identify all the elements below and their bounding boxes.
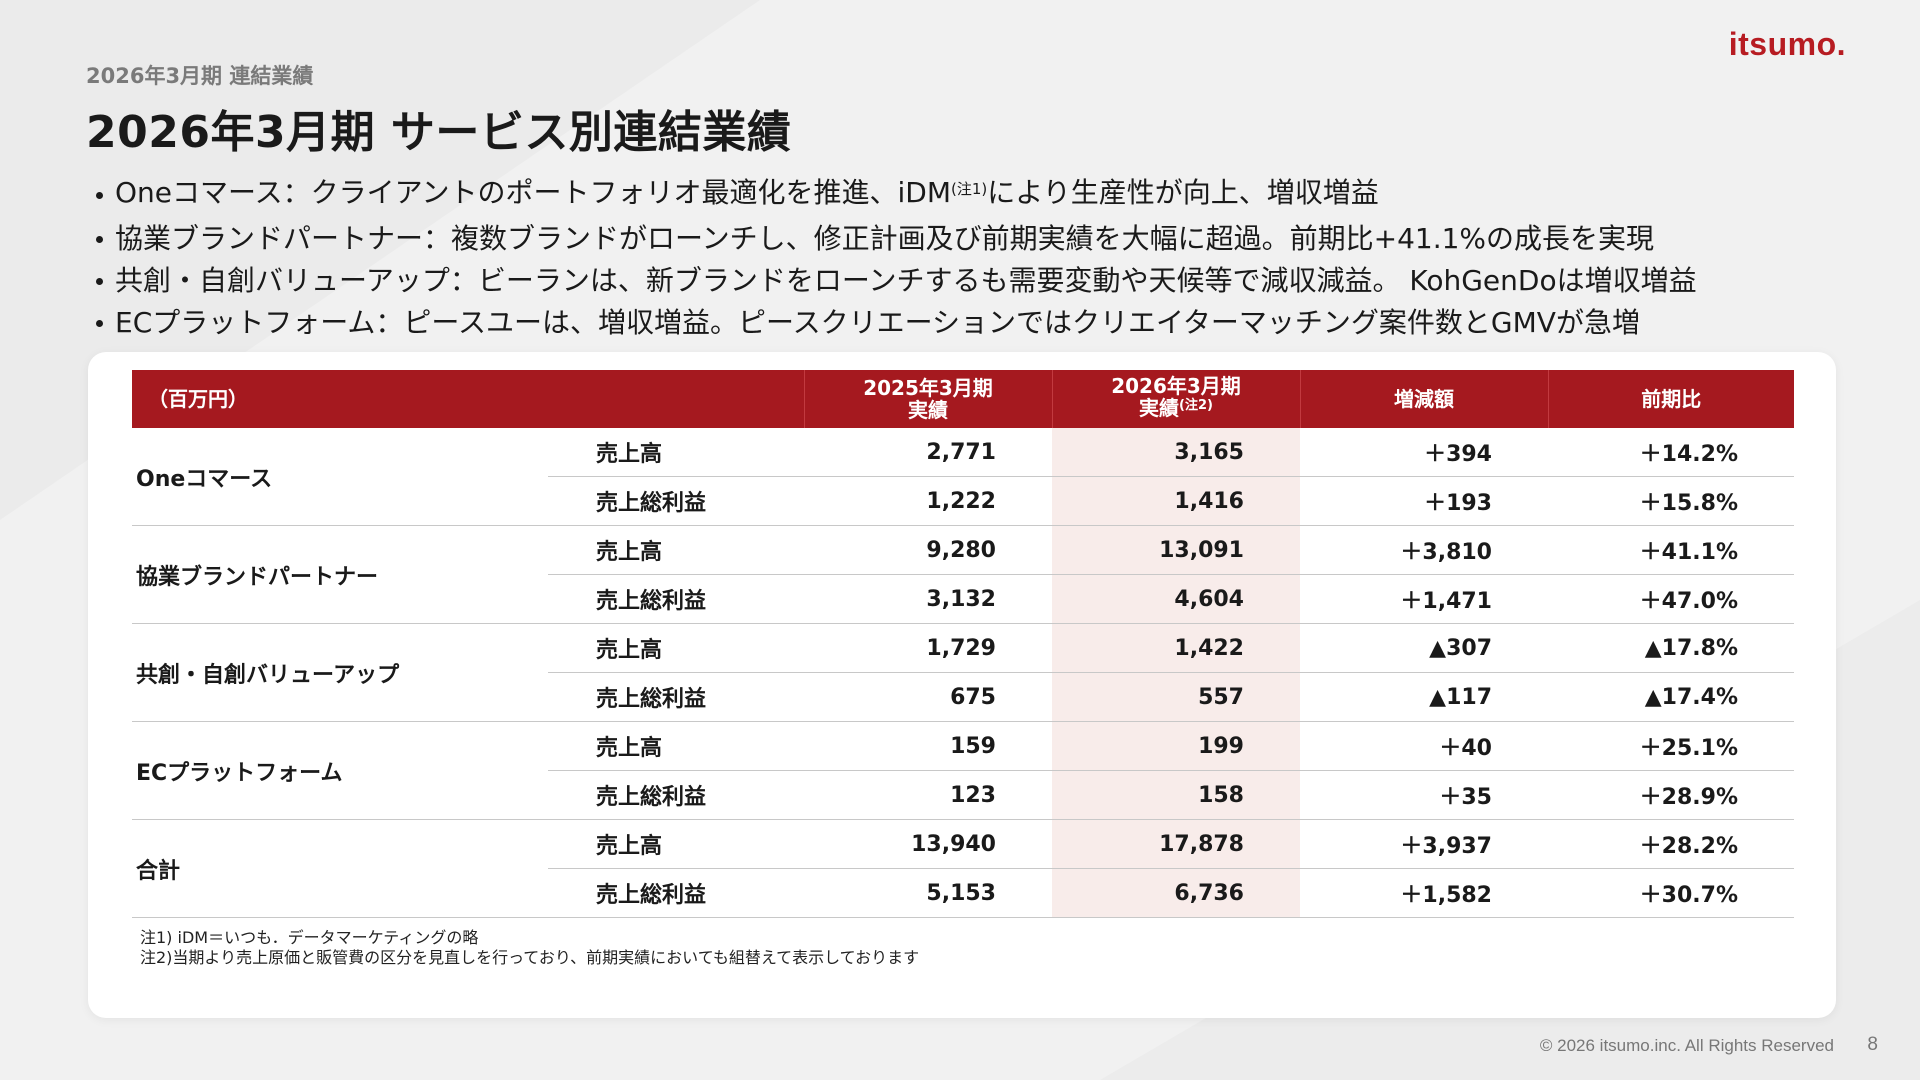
metric-label: 売上高 [548,623,804,673]
results-card: （百万円） 2025年3月期 実績 2026年3月期 実績(注2) 増減額 前期比 … [88,352,1836,1018]
segment-name: 共創・自創バリューアップ [132,623,548,722]
table-header-row: （百万円） 2025年3月期 実績 2026年3月期 実績(注2) 増減額 前期比 [132,370,1794,428]
bullet-text: Oneコマース：クライアントのポートフォリオ最適化を推進、iDM(注1)により生… [115,176,1379,209]
page-number: 8 [1867,1034,1878,1055]
yoy-value: ＋28.2% [1548,819,1794,869]
yoy-value: ▲17.4% [1548,672,1794,722]
unit-header: （百万円） [132,370,805,428]
bullet-dot-icon [96,235,103,243]
metric-label: 売上総利益 [548,574,804,624]
segment-name: 合計 [132,819,548,918]
table-row: Oneコマース 売上高 2,771 3,165 ＋394 ＋14.2% [132,428,1794,526]
table-row: 売上総利益 123 158 ＋35 ＋28.9% [132,770,1794,820]
bullet-item: Oneコマース：クライアントのポートフォリオ最適化を推進、iDM(注1)により生… [96,172,1697,218]
prev-value: 13,940 [804,819,1052,869]
prev-value: 123 [804,770,1052,820]
curr-value: 6,736 [1052,868,1300,918]
footnote-2: 注2)当期より売上原価と販管費の区分を見直しを行っており、前期実績においても組替… [140,948,920,967]
table-row: ECプラットフォーム 売上高 159 199 ＋40 ＋25.1% [132,721,1794,820]
prev-value: 5,153 [804,868,1052,918]
yoy-value: ＋30.7% [1548,868,1794,918]
metric-label: 売上総利益 [548,868,804,918]
curr-value: 1,416 [1052,476,1300,526]
yoy-value: ＋25.1% [1548,721,1794,771]
prev-year-header: 2025年3月期 実績 [804,370,1053,428]
yoy-value: ＋15.8% [1548,476,1794,526]
table-row: 売上総利益 1,222 1,416 ＋193 ＋15.8% [132,476,1794,526]
prev-value: 675 [804,672,1052,722]
yoy-value: ＋28.9% [1548,770,1794,820]
metric-label: 売上総利益 [548,476,804,526]
table-row: 協業ブランドパートナー 売上高 9,280 13,091 ＋3,810 ＋41.1% [132,525,1794,624]
curr-value: 4,604 [1052,574,1300,624]
diff-value: ＋35 [1300,770,1548,820]
segment-results-table: （百万円） 2025年3月期 実績 2026年3月期 実績(注2) 増減額 前期比 … [132,370,1794,918]
prev-value: 2,771 [804,428,1052,477]
segment-name: ECプラットフォーム [132,721,548,820]
table-row: 売上総利益 675 557 ▲117 ▲17.4% [132,672,1794,722]
diff-value: ▲117 [1300,672,1548,722]
diff-value: ▲307 [1300,623,1548,673]
diff-value: ＋3,937 [1300,819,1548,869]
prev-value: 1,222 [804,476,1052,526]
bullet-item: ECプラットフォーム：ピースユーは、増収増益。ピースクリエーションではクリエイタ… [96,302,1697,344]
yoy-value: ＋14.2% [1548,428,1794,477]
table-row: 合計 売上高 13,940 17,878 ＋3,937 ＋28.2% [132,819,1794,918]
metric-label: 売上高 [548,525,804,575]
curr-value: 13,091 [1052,525,1300,575]
curr-value: 158 [1052,770,1300,820]
footnote-1: 注1) iDM＝いつも．データマーケティングの略 [140,928,479,947]
bullet-text: 協業ブランドパートナー：複数ブランドがローンチし、修正計画及び前期実績を大幅に超… [115,222,1655,255]
diff-value: ＋193 [1300,476,1548,526]
page-title: 2026年3月期 サービス別連結業績 [86,107,792,158]
copyright: © 2026 itsumo.inc. All Rights Reserved [1539,1036,1834,1055]
diff-header: 増減額 [1300,370,1549,428]
metric-label: 売上高 [548,721,804,771]
metric-label: 売上高 [548,428,804,477]
bullet-dot-icon [96,319,103,327]
yoy-value: ＋47.0% [1548,574,1794,624]
diff-value: ＋1,471 [1300,574,1548,624]
curr-value: 3,165 [1052,428,1300,477]
yoy-value: ▲17.8% [1548,623,1794,673]
segment-name: Oneコマース [132,428,548,526]
itsumo-logo: itsumo. [1728,26,1846,62]
curr-value: 1,422 [1052,623,1300,673]
table-row: 売上総利益 3,132 4,604 ＋1,471 ＋47.0% [132,574,1794,624]
prev-value: 3,132 [804,574,1052,624]
diff-value: ＋3,810 [1300,525,1548,575]
curr-value: 17,878 [1052,819,1300,869]
diff-value: ＋40 [1300,721,1548,771]
bullet-text: ECプラットフォーム：ピースユーは、増収増益。ピースクリエーションではクリエイタ… [115,306,1640,339]
yoy-header: 前期比 [1548,370,1794,428]
prev-value: 159 [804,721,1052,771]
bullet-text: 共創・自創バリューアップ：ビーランは、新ブランドをローンチするも需要変動や天候等… [115,264,1697,297]
curr-value: 199 [1052,721,1300,771]
section-subtitle: 2026年3月期 連結業績 [86,64,314,88]
bullet-dot-icon [96,191,103,199]
bullet-item: 共創・自創バリューアップ：ビーランは、新ブランドをローンチするも需要変動や天候等… [96,260,1697,302]
diff-value: ＋1,582 [1300,868,1548,918]
segment-name: 協業ブランドパートナー [132,525,548,624]
bullet-dot-icon [96,277,103,285]
table-row: 売上総利益 5,153 6,736 ＋1,582 ＋30.7% [132,868,1794,918]
bullet-list: Oneコマース：クライアントのポートフォリオ最適化を推進、iDM(注1)により生… [96,172,1697,344]
diff-value: ＋394 [1300,428,1548,477]
prev-value: 1,729 [804,623,1052,673]
curr-year-header: 2026年3月期 実績(注2) [1052,370,1301,428]
metric-label: 売上高 [548,819,804,869]
yoy-value: ＋41.1% [1548,525,1794,575]
slide-header: 2026年3月期 連結業績 2026年3月期 サービス別連結業績 [86,60,791,160]
metric-label: 売上総利益 [548,770,804,820]
bullet-item: 協業ブランドパートナー：複数ブランドがローンチし、修正計画及び前期実績を大幅に超… [96,218,1697,260]
metric-label: 売上総利益 [548,672,804,722]
prev-value: 9,280 [804,525,1052,575]
footnotes: 注1) iDM＝いつも．データマーケティングの略 注2)当期より売上原価と販管費… [140,928,919,968]
table-row: 共創・自創バリューアップ 売上高 1,729 1,422 ▲307 ▲17.8% [132,623,1794,722]
curr-value: 557 [1052,672,1300,722]
